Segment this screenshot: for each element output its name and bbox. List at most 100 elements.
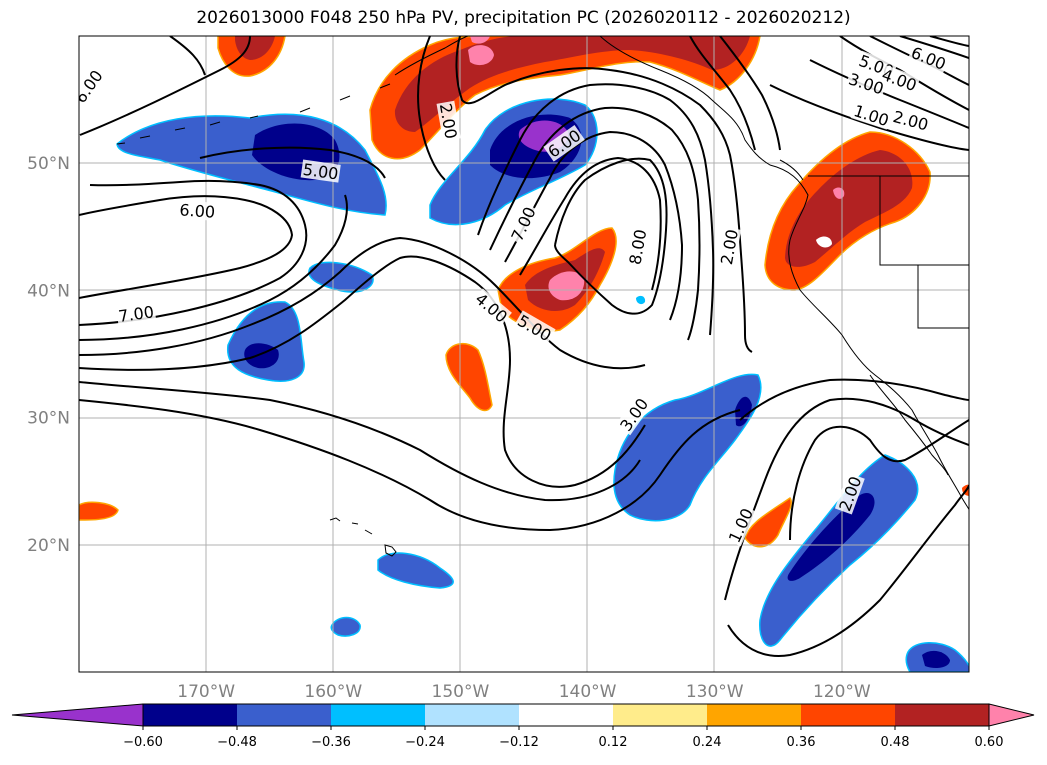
pv-contour-6 <box>79 179 308 326</box>
precip-blob-subtropical-central <box>445 343 493 412</box>
colorbar-tick-label: −0.12 <box>499 735 539 750</box>
pv-contour-coast-1 <box>689 36 756 151</box>
pv-contour-se-1 <box>739 378 969 421</box>
precip-blob-southeast-corner-core <box>922 650 950 668</box>
pv-contour-3 <box>79 255 646 488</box>
coastlines <box>116 36 969 557</box>
lat-label: 20°N <box>27 536 70 556</box>
baja-peninsula <box>869 374 949 476</box>
colorbar-tick-label: −0.48 <box>217 735 257 750</box>
colorbar-segment <box>707 704 802 726</box>
colorbar-segment <box>331 704 426 726</box>
pv-contour-trough-4 <box>519 156 662 291</box>
precip-blob-west-edge <box>79 501 119 521</box>
precip-blob-east-tropical-band <box>759 454 919 647</box>
precip-blob-alaska-south-peak <box>468 45 494 66</box>
pv-contour-coast-2 <box>719 36 781 151</box>
precip-blob-pnw-peak <box>833 187 845 199</box>
colorbar-tick-label: 0.48 <box>881 735 910 750</box>
pv-contour-label-text: 7.00 <box>117 302 155 326</box>
colorbar-segment <box>519 704 614 726</box>
colorbar-tick-label: 0.12 <box>599 735 628 750</box>
precip-blob-aleutian-west-core <box>235 36 275 60</box>
pv-contour-alaska-2 <box>79 36 251 136</box>
colorbar-outline <box>142 703 990 727</box>
pv-contour-label-text: 5.00 <box>302 160 340 184</box>
pv-contour-4 <box>79 236 646 370</box>
colorbar-segment <box>801 704 896 726</box>
colorbar-tick-label: −0.60 <box>123 735 163 750</box>
lat-label: 40°N <box>27 281 70 301</box>
pv-contour-1 <box>79 399 741 532</box>
precip-blob-alaska-south-peak2 <box>470 36 490 44</box>
lon-label: 160°W <box>304 682 362 702</box>
north-america-coast <box>599 36 969 511</box>
precip-blob-pnw-white-hole <box>816 236 832 248</box>
pv-contour-label: 8.00 <box>625 226 650 268</box>
lon-label: 140°W <box>559 682 617 702</box>
lon-label: 130°W <box>686 682 744 702</box>
pv-contour-label: 5.00 <box>300 159 341 184</box>
pv-contour-ne-4 <box>929 36 969 47</box>
pv-contour-trough-8 <box>554 157 668 315</box>
pv-contour-label-text: 6.00 <box>179 200 216 221</box>
vancouver-island <box>779 159 804 181</box>
colorbar-extend-high <box>988 703 1035 727</box>
precip-blob-pacific-northwest-core <box>785 150 913 267</box>
precip-blob-south-small <box>330 616 361 637</box>
precip-negative-anomalies <box>116 98 969 672</box>
longitude-labels: 170°W 160°W 150°W 140°W 130°W 120°W <box>177 682 871 702</box>
pv-contour-trough-2 <box>489 106 701 341</box>
colorbar-segment <box>895 704 990 726</box>
hawaii-islands <box>329 517 397 557</box>
precip-blob-central-tropical-band <box>613 373 762 522</box>
colorbar-extend-low <box>11 703 144 727</box>
map-title: 2026013000 F048 250 hPa PV, precipitatio… <box>196 8 851 28</box>
colorbar-segment <box>425 704 520 726</box>
pv-contours <box>79 36 969 657</box>
colorbar-tick-label: 0.24 <box>693 735 722 750</box>
pv-contour-trough-1 <box>477 83 715 336</box>
latitude-labels: 20°N 30°N 40°N 50°N <box>27 154 70 556</box>
aleutian-islands <box>116 83 391 145</box>
pv-contour-trough-3 <box>504 130 684 321</box>
precip-blob-eastern-tropical <box>744 496 792 548</box>
map-frame <box>78 35 970 673</box>
colorbar-segment <box>143 704 238 726</box>
precip-blob-central-tropical-core <box>735 396 752 427</box>
state-border-1 <box>879 176 969 266</box>
pv-contour-ne-3 <box>899 36 969 59</box>
precip-blob-gulf-small <box>636 295 646 305</box>
pv-contour-7-west <box>79 195 294 299</box>
pv-contour-se-4 <box>789 419 969 541</box>
lon-label: 120°W <box>813 682 871 702</box>
pv-contour-trough-outer <box>455 36 753 353</box>
pv-contour-5 <box>79 194 348 341</box>
colorbar-tick-label: 0.36 <box>787 735 816 750</box>
state-border-2 <box>917 265 969 329</box>
pv-contour-ridge-1 <box>417 36 446 181</box>
pv-contour-6-north <box>169 36 206 76</box>
pv-contour-5-label-line <box>199 146 386 179</box>
pv-contour-label: 6.00 <box>177 200 217 222</box>
pv-contour-label: 7.00 <box>116 302 157 326</box>
map-plot-area: 6.005.006.007.002.006.007.004.005.008.00… <box>79 36 969 672</box>
colorbar-segment <box>237 704 332 726</box>
precip-positive-anomalies <box>79 36 969 548</box>
pv-contour-ne-5 <box>809 59 969 129</box>
colorbar-segment <box>613 704 708 726</box>
precip-blob-northeast-pacific-peak <box>548 271 585 301</box>
lat-label: 30°N <box>27 409 70 429</box>
colorbar-tick-label: −0.36 <box>311 735 351 750</box>
colorbar: −0.60 −0.48 −0.36 −0.24 −0.12 0.12 0.24 0.36 0.4… <box>11 703 1035 750</box>
colorbar-tick-label: 0.60 <box>975 735 1004 750</box>
alaska-peninsula <box>394 36 469 76</box>
colorbar-tick-label: −0.24 <box>405 735 445 750</box>
lon-label: 170°W <box>177 682 235 702</box>
precip-blob-east-tropical-core <box>787 492 875 581</box>
lat-label: 50°N <box>27 154 70 174</box>
pv-contour-2 <box>79 381 641 502</box>
lon-label: 150°W <box>432 682 490 702</box>
map-gridlines <box>79 36 969 672</box>
